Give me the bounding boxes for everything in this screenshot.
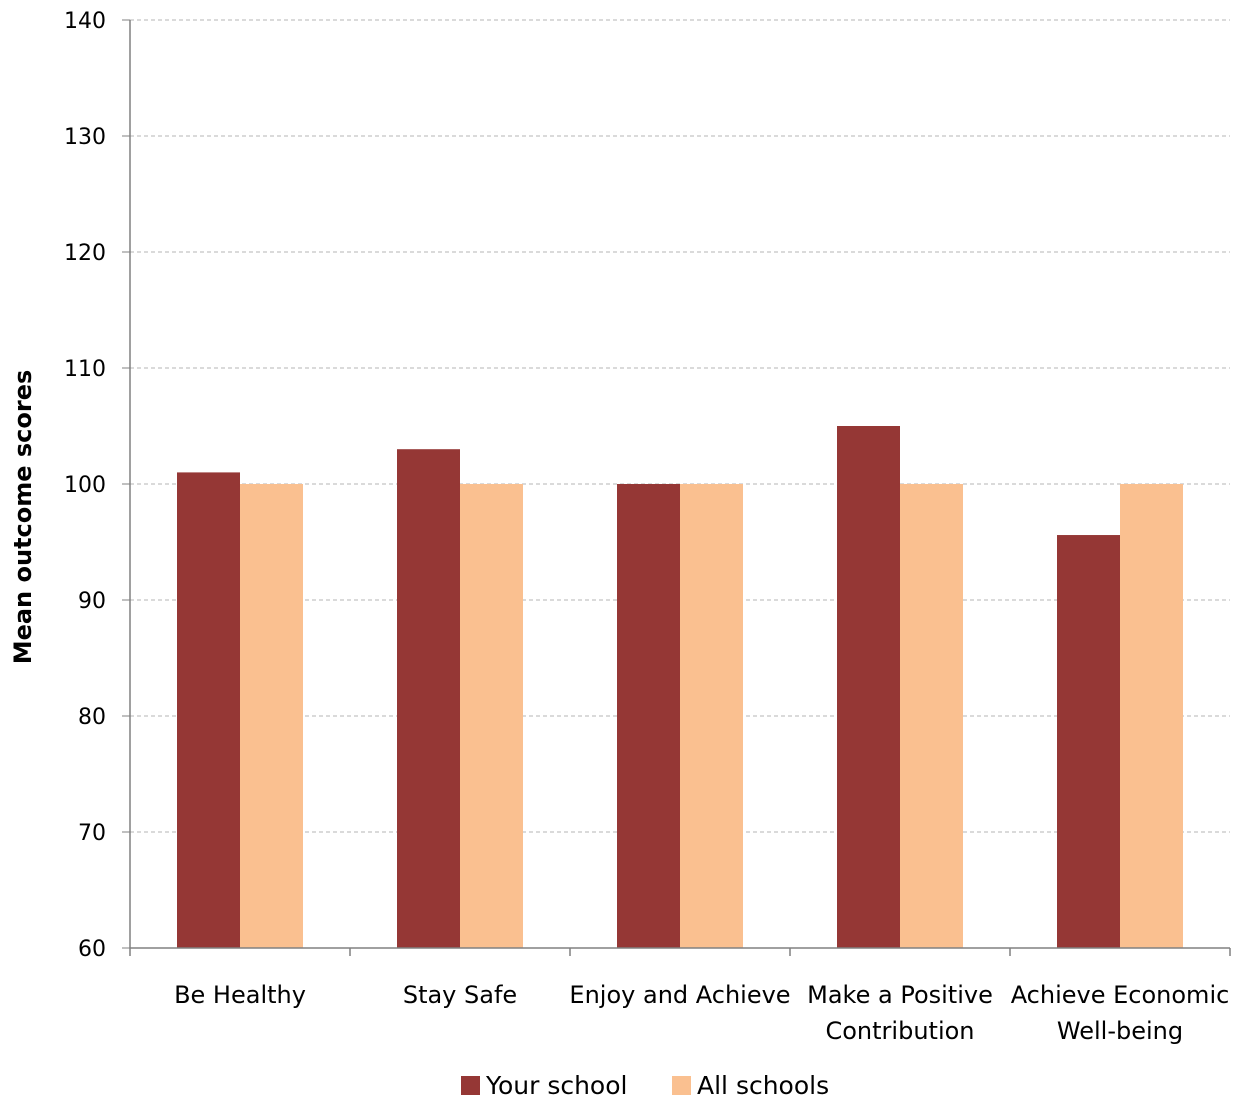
bar-your-school: [1057, 535, 1120, 948]
bar-your-school: [837, 426, 900, 948]
bar-your-school: [397, 449, 460, 948]
x-category-label: Well-being: [1057, 1017, 1183, 1045]
bars: [177, 426, 1183, 948]
y-tick-label: 110: [64, 357, 106, 382]
x-category-label: Contribution: [825, 1017, 974, 1045]
x-category-labels: Be Healthy Stay Safe Enjoy and Achieve Make…: [174, 981, 1229, 1045]
axes: [129, 20, 1231, 956]
y-tick-label: 70: [78, 821, 106, 846]
y-tick-label: 90: [78, 589, 106, 614]
bar-all-schools: [460, 484, 523, 948]
bar-all-schools: [680, 484, 743, 948]
bar-all-schools: [1120, 484, 1183, 948]
x-category-label: Stay Safe: [403, 981, 517, 1009]
legend: Your school All schools: [461, 1071, 829, 1097]
y-tick-label: 100: [64, 473, 106, 498]
y-tick-label: 60: [78, 937, 106, 962]
x-category-label: Achieve Economic: [1011, 981, 1230, 1009]
y-axis-title: Mean outcome scores: [9, 370, 37, 665]
bar-all-schools: [900, 484, 963, 948]
x-category-label: Make a Positive: [807, 981, 993, 1009]
legend-swatch: [672, 1076, 691, 1095]
y-tick-label: 130: [64, 125, 106, 150]
legend-label: All schools: [697, 1071, 829, 1097]
y-tick-label: 120: [64, 241, 106, 266]
y-tick-label: 80: [78, 705, 106, 730]
bar-your-school: [177, 472, 240, 948]
legend-swatch: [461, 1076, 480, 1095]
y-tick-labels: 60 70 80 90 100 110 120 130 140: [64, 9, 106, 962]
bar-your-school: [617, 484, 680, 948]
x-category-label: Enjoy and Achieve: [569, 981, 790, 1009]
x-category-label: Be Healthy: [174, 981, 306, 1009]
legend-label: Your school: [485, 1071, 627, 1097]
y-tick-label: 140: [64, 9, 106, 34]
bar-all-schools: [240, 484, 303, 948]
